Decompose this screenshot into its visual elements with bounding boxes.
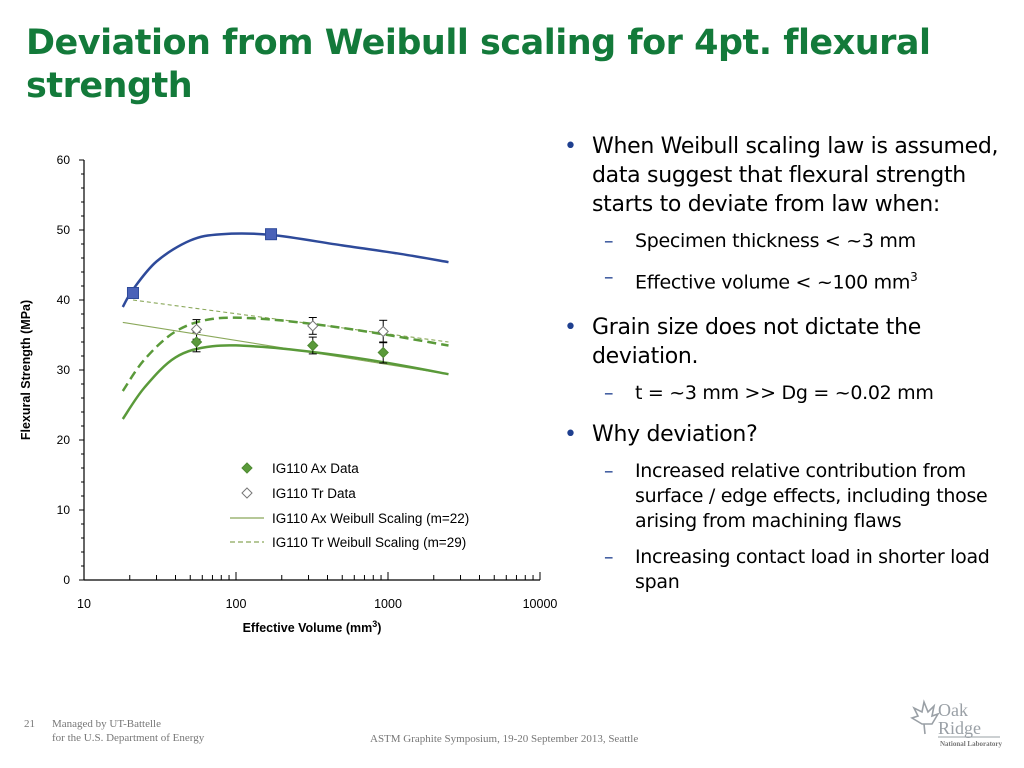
leaf-icon bbox=[910, 699, 940, 735]
legend-label-tr-data: IG110 Tr Data bbox=[272, 486, 356, 501]
y-tick-label: 10 bbox=[57, 503, 71, 517]
tr-data-point bbox=[307, 320, 319, 332]
bullet-weibull-assumption: When Weibull scaling law is assumed, dat… bbox=[560, 132, 1020, 219]
footer-left: 21 Managed by UT-Battelle for the U.S. Dep… bbox=[24, 717, 204, 745]
ax-model-curve bbox=[121, 344, 449, 420]
y-tick-label: 0 bbox=[63, 573, 70, 587]
y-axis-label: Flexural Strength (MPa) bbox=[19, 300, 33, 440]
logo-word-ridge: Ridge bbox=[938, 718, 981, 738]
x-tick-label: 10 bbox=[77, 597, 91, 611]
tr-data-point bbox=[377, 325, 389, 338]
x-tick-label: 10000 bbox=[523, 597, 558, 611]
sub-bullet-surface-effects: Increased relative contribution from sur… bbox=[560, 459, 1020, 534]
legend-item-tr-data: IG110 Tr Data bbox=[241, 486, 356, 501]
slide-title: Deviation from Weibull scaling for 4pt. … bbox=[26, 23, 931, 106]
oak-ridge-logo: Oak Ridge National Laboratory bbox=[910, 699, 1003, 748]
blue-square-point bbox=[126, 287, 139, 299]
x-axis-label: Effective Volume (mm3) bbox=[243, 619, 382, 635]
y-tick-label: 30 bbox=[57, 363, 71, 377]
ax-data-point bbox=[307, 339, 319, 352]
blue-square-point bbox=[265, 228, 278, 241]
footer-event: ASTM Graphite Symposium, 19-20 September… bbox=[370, 733, 639, 745]
sub-bullet-grain-dimension: t = ~3 mm >> Dg = ~0.02 mm bbox=[560, 381, 1020, 406]
legend-label-ax-scaling: IG110 Ax Weibull Scaling (m=22) bbox=[272, 511, 469, 526]
legend-label-ax-data: IG110 Ax Data bbox=[272, 461, 359, 476]
department-line: for the U.S. Department of Energy bbox=[52, 732, 205, 744]
sub-bullet-thickness: Specimen thickness < ~3 mm bbox=[560, 229, 1020, 254]
blue-strength-curve bbox=[121, 232, 449, 308]
x-tick-label: 100 bbox=[226, 597, 247, 611]
y-tick-label: 60 bbox=[57, 153, 71, 167]
sub-bullet-effective-volume: Effective volume < ~100 mm3 bbox=[560, 265, 1020, 295]
legend-item-ax-data: IG110 Ax Data bbox=[241, 461, 359, 476]
chart-legend: IG110 Ax Data IG110 Tr Data IG110 Ax Wei… bbox=[230, 461, 469, 550]
y-tick-label: 50 bbox=[57, 223, 71, 237]
y-tick-label: 20 bbox=[57, 433, 71, 447]
bullet-grain-size: Grain size does not dictate the deviatio… bbox=[560, 313, 1020, 371]
flexural-strength-chart: 0 10 20 30 40 50 60 10 100 1000 10000 Flexural St… bbox=[19, 153, 558, 635]
tr-model-curve bbox=[121, 316, 449, 392]
logo-word-oak: Oak bbox=[938, 700, 968, 720]
y-tick-label: 40 bbox=[57, 293, 71, 307]
managed-by-line: Managed by UT-Battelle bbox=[52, 718, 161, 730]
sub-bullet-contact-load: Increasing contact load in shorter load … bbox=[560, 545, 1020, 595]
logo-tagline: National Laboratory bbox=[940, 740, 1003, 748]
x-tick-label: 1000 bbox=[374, 597, 402, 611]
ax-data-point bbox=[377, 346, 389, 359]
ax-data-point bbox=[190, 336, 203, 348]
tr-data-point bbox=[190, 323, 203, 336]
legend-item-ax-scaling: IG110 Ax Weibull Scaling (m=22) bbox=[230, 511, 469, 526]
bullet-list: When Weibull scaling law is assumed, dat… bbox=[560, 132, 1020, 606]
slide-number: 21 bbox=[24, 718, 35, 730]
bullet-why-deviation: Why deviation? bbox=[560, 420, 1020, 449]
legend-label-tr-scaling: IG110 Tr Weibull Scaling (m=29) bbox=[272, 535, 466, 550]
legend-item-tr-scaling: IG110 Tr Weibull Scaling (m=29) bbox=[230, 535, 466, 550]
